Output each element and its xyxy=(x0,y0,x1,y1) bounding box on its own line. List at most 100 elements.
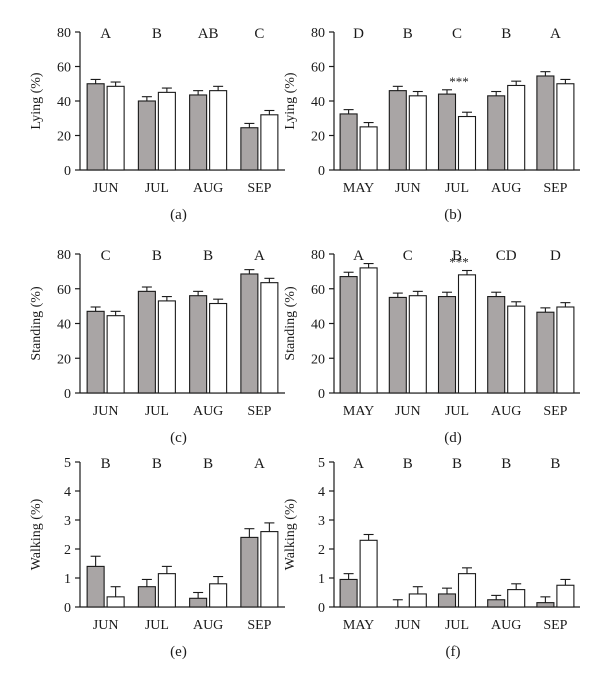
group-letter: CD xyxy=(496,248,517,264)
bar-grey xyxy=(339,276,358,394)
x-tick-label: SEP xyxy=(543,404,567,419)
bar-grey xyxy=(189,597,208,608)
bar-grey xyxy=(137,290,156,394)
bar-white xyxy=(106,315,125,394)
y-tick-label: 3 xyxy=(64,514,71,529)
bar-white xyxy=(209,302,228,394)
group-letter: C xyxy=(101,248,111,264)
y-tick-label: 5 xyxy=(64,456,71,471)
group-letter: D xyxy=(550,248,561,264)
y-tick-label: 2 xyxy=(64,543,71,558)
bar-white xyxy=(556,584,575,608)
y-tick-label: 0 xyxy=(318,601,325,616)
group-letter: B xyxy=(152,26,162,42)
group-letter: A xyxy=(254,456,265,472)
panel-label: (b) xyxy=(444,207,462,223)
panel-label: (e) xyxy=(170,644,187,660)
bar-grey xyxy=(437,93,457,171)
panel-label: (c) xyxy=(170,430,187,446)
bar-grey xyxy=(536,602,555,608)
group-letter: C xyxy=(254,26,264,42)
bar-white xyxy=(507,305,526,394)
group-letter: B xyxy=(203,248,213,264)
group-letter: B xyxy=(501,26,511,42)
group-letter: B xyxy=(403,26,413,42)
x-tick-label: AUG xyxy=(491,404,521,419)
bar-white xyxy=(260,531,279,608)
x-tick-label: JUN xyxy=(93,181,119,196)
bar-white xyxy=(408,295,427,394)
y-tick-label: 40 xyxy=(311,318,325,333)
bar-white xyxy=(507,589,526,608)
bar-white xyxy=(408,593,427,608)
bar-white xyxy=(507,84,526,171)
y-tick-label: 4 xyxy=(64,485,71,500)
y-axis-label: Walking (%) xyxy=(283,498,298,570)
bar-grey xyxy=(388,296,407,394)
chart-panel-2: 0 20 40 60 80 Lying (%) MAY D JUN B JUL C AUG B SEP A **… xyxy=(283,26,580,223)
x-tick-label: JUL xyxy=(445,181,469,196)
bar-grey xyxy=(339,113,358,171)
bar-white xyxy=(209,90,228,171)
y-tick-label: 40 xyxy=(57,95,71,110)
group-letter: A xyxy=(550,26,561,42)
x-tick-label: JUN xyxy=(93,618,119,633)
y-tick-label: 0 xyxy=(318,387,325,402)
group-letter: B xyxy=(152,456,162,472)
x-tick-label: AUG xyxy=(193,404,223,419)
y-axis-label: Lying (%) xyxy=(29,72,44,129)
x-tick-label: JUN xyxy=(395,404,421,419)
x-tick-label: JUN xyxy=(395,618,421,633)
x-tick-label: AUG xyxy=(491,618,521,633)
x-tick-label: SEP xyxy=(543,618,567,633)
significance-stars: *** xyxy=(449,255,469,270)
y-tick-label: 80 xyxy=(311,26,325,41)
group-letter: B xyxy=(403,456,413,472)
y-axis-label: Lying (%) xyxy=(283,72,298,129)
y-tick-label: 40 xyxy=(57,318,71,333)
x-tick-label: SEP xyxy=(247,181,271,196)
bar-white xyxy=(260,282,279,394)
group-letter: B xyxy=(550,456,560,472)
x-tick-label: MAY xyxy=(343,404,374,419)
y-tick-label: 40 xyxy=(311,95,325,110)
chart-panel-1: 0 20 40 60 80 Lying (%) JUN A JUL B AUG AB SEP C (a) xyxy=(29,26,285,223)
y-tick-label: 4 xyxy=(318,485,325,500)
group-letter: C xyxy=(403,248,413,264)
bar-grey xyxy=(437,593,457,608)
panel-label: (a) xyxy=(170,207,187,223)
x-tick-label: AUG xyxy=(193,181,223,196)
group-letter: B xyxy=(152,248,162,264)
x-tick-label: JUN xyxy=(93,404,119,419)
x-tick-label: JUL xyxy=(445,404,469,419)
bar-grey xyxy=(86,565,105,608)
x-tick-label: SEP xyxy=(247,404,271,419)
y-tick-label: 20 xyxy=(57,352,71,367)
panel-label: (d) xyxy=(444,430,462,446)
y-tick-label: 1 xyxy=(318,572,325,587)
group-letter: B xyxy=(452,248,462,264)
x-tick-label: AUG xyxy=(491,181,521,196)
bar-grey xyxy=(536,311,555,394)
chart-panel-3: 0 20 40 60 80 Standing (%) JUN C JUL B AUG B SEP A (c) xyxy=(29,248,285,446)
group-letter: B xyxy=(203,456,213,472)
bar-grey xyxy=(240,127,259,171)
bar-grey xyxy=(487,599,506,608)
bar-grey xyxy=(487,95,506,171)
bar-grey xyxy=(137,100,156,171)
bar-grey xyxy=(339,578,358,608)
x-tick-label: JUN xyxy=(395,181,421,196)
group-letter: A xyxy=(254,248,265,264)
x-tick-label: MAY xyxy=(343,618,374,633)
y-axis-label: Standing (%) xyxy=(283,286,298,361)
y-tick-label: 80 xyxy=(57,26,71,41)
group-letter: D xyxy=(353,26,364,42)
significance-stars: *** xyxy=(449,74,469,89)
y-tick-label: 60 xyxy=(311,61,325,76)
bar-white xyxy=(157,573,176,608)
group-letter: B xyxy=(452,456,462,472)
bar-white xyxy=(359,126,378,171)
chart-panel-6: 0 1 2 3 4 5 Walking (%) MAY A JUN B JUL B AUG B SEP B (f) xyxy=(283,456,580,660)
y-tick-label: 80 xyxy=(57,248,71,263)
